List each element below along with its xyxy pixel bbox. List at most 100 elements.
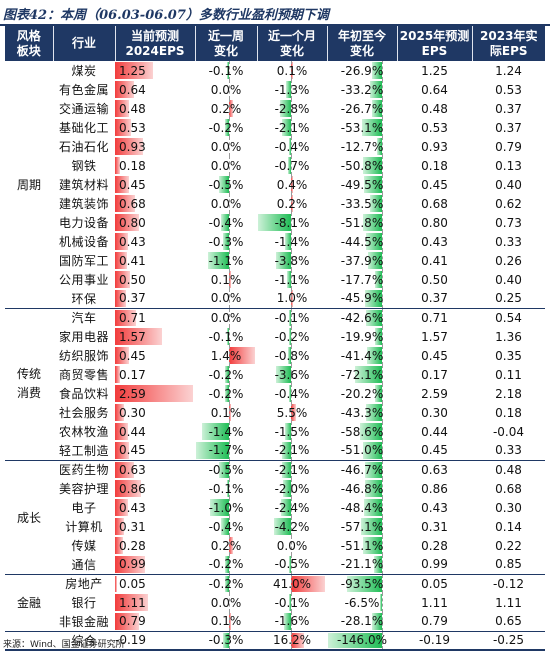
week-value: 0.0% (210, 291, 242, 306)
month-positive-bar (291, 290, 293, 307)
table-row: 农林牧渔 0.44 -1.4% -1.5% -58.6% 0.44 -0.04 (5, 422, 545, 441)
month-negative-bar (282, 119, 291, 136)
month-negative-bar (288, 157, 291, 174)
eps2025-value: 0.50 (421, 272, 448, 287)
month-axis-line (291, 232, 292, 251)
eps2024-cell: 1.25 (115, 61, 195, 80)
eps2023-value: 0.18 (495, 405, 522, 420)
ytd-cell: -28.1% (327, 612, 397, 631)
eps2024-positive-bar (115, 176, 129, 193)
ytd-negative-bar (362, 119, 382, 136)
month-negative-bar (258, 214, 291, 231)
header-group-line: 板块 (16, 43, 41, 58)
eps2023-value: 0.54 (472, 307, 545, 327)
week-cell: -1.7% (195, 441, 257, 460)
ytd-negative-bar (370, 81, 382, 98)
ytd-cell: -44.5% (327, 232, 397, 251)
eps2025-value: 0.37 (421, 291, 448, 306)
table-row: 电力设备 0.80 -0.4% -8.1% -51.8% 0.80 0.73 (5, 213, 545, 232)
ytd-value: -33.5% (340, 196, 384, 211)
week-cell: 0.1% (195, 270, 257, 289)
eps2024-value: 0.63 (119, 462, 146, 477)
month-cell: -3.8% (257, 251, 327, 270)
table-row: 传统消费 汽车 0.71 0.0% -0.1% -42.6% 0.71 0.54 (5, 307, 545, 460)
week-negative-bar (219, 176, 229, 193)
eps2024-cell: 0.30 (115, 403, 195, 422)
header-week-line: 近一周 (207, 28, 244, 43)
eps2024-value: 0.45 (119, 177, 146, 192)
ytd-negative-bar (361, 518, 382, 535)
header-eps2024-line: 当前预测 (130, 28, 179, 43)
eps2025-value: 0.64 (421, 82, 448, 97)
ytd-cell: -93.5% (327, 573, 397, 593)
eps2023-value: 0.25 (495, 291, 522, 306)
ytd-value: -33.2% (340, 82, 384, 97)
industry-name: 银行 (71, 596, 97, 610)
eps2023-value: 0.48 (472, 459, 545, 479)
month-cell: 16.2% (257, 630, 327, 651)
week-negative-bar (221, 214, 229, 231)
week-cell: -0.2% (195, 555, 257, 574)
ytd-negative-bar (366, 404, 382, 421)
table-row: 非银金融 0.79 0.1% -1.6% -28.1% 0.79 0.65 (5, 612, 545, 631)
table-row: 纺织服饰 0.45 1.4% -0.8% -41.4% 0.45 0.35 (5, 346, 545, 365)
eps2025-value: 0.99 (421, 557, 448, 572)
month-cell: -2.4% (257, 498, 327, 517)
ytd-value: -50.8% (340, 158, 384, 173)
week-value: 0.2% (210, 538, 242, 553)
month-cell: -0.4% (257, 137, 327, 156)
group-name: 周期 (16, 177, 41, 192)
ytd-axis-line (382, 118, 383, 137)
week-value: 0.1% (210, 405, 242, 420)
table-row: 石油石化 0.93 0.0% -0.4% -12.7% 0.93 0.79 (5, 137, 545, 156)
week-negative-bar (221, 518, 229, 535)
eps2024-positive-bar (115, 81, 134, 98)
eps2025-value: 0.45 (421, 348, 448, 363)
eps2024-cell: 0.18 (115, 156, 195, 175)
ytd-negative-bar (377, 138, 382, 155)
week-cell: 0.0% (195, 593, 257, 612)
header-week-line: 变化 (213, 43, 238, 58)
industry-name: 钢铁 (71, 159, 97, 173)
eps2024-cell: 0.43 (115, 232, 195, 251)
eps2024-positive-bar (115, 347, 129, 364)
week-axis-line (229, 327, 230, 346)
eps2024-value: 1.57 (119, 329, 146, 344)
eps2023-value: 0.62 (495, 196, 522, 211)
week-negative-bar (210, 499, 229, 516)
table-row: 基础化工 0.53 -0.2% -2.1% -53.1% 0.53 0.37 (5, 118, 545, 137)
month-cell: 5.5% (257, 403, 327, 422)
week-value: 0.1% (210, 614, 242, 629)
eps2024-cell: 0.63 (115, 459, 195, 479)
week-negative-bar (202, 423, 229, 440)
week-axis-line (229, 422, 230, 441)
ytd-value: -46.8% (340, 481, 384, 496)
eps2025-value: 0.80 (421, 215, 448, 230)
title-underline (0, 24, 550, 26)
industry-name: 农林牧渔 (58, 425, 109, 439)
header-eps2023-line: 2023年实 (480, 28, 538, 43)
month-cell: -2.8% (257, 99, 327, 118)
header-month-line: 近一个月 (267, 28, 316, 43)
month-axis-line (291, 384, 292, 403)
industry-name: 汽车 (53, 307, 115, 327)
month-value: -1.1% (274, 272, 310, 287)
ytd-value: -26.9% (340, 63, 384, 78)
ytd-cell: -26.7% (327, 99, 397, 118)
week-axis-line (229, 289, 230, 308)
total-row: 综合 -0.19 -0.3% 16.2% -146.0% -0.19 -0.25 (5, 630, 545, 651)
week-cell: -1.1% (195, 251, 257, 270)
week-cell: -0.4% (195, 517, 257, 536)
eps2024-value: 1.25 (119, 63, 146, 78)
ytd-axis-line (382, 99, 383, 118)
week-axis-line (229, 99, 230, 118)
ytd-axis-line (382, 156, 383, 175)
week-cell: -0.2% (195, 118, 257, 137)
ytd-axis-line (382, 498, 383, 517)
table-row: 成长 医药生物 0.63 -0.5% -2.1% -46.7% 0.63 0.48 (5, 459, 545, 574)
ytd-cell: -146.0% (327, 630, 397, 651)
eps2025-value: 0.05 (397, 573, 472, 593)
week-value: -0.1% (208, 481, 244, 496)
ytd-value: -42.6% (340, 310, 384, 325)
week-cell: -0.2% (195, 365, 257, 384)
